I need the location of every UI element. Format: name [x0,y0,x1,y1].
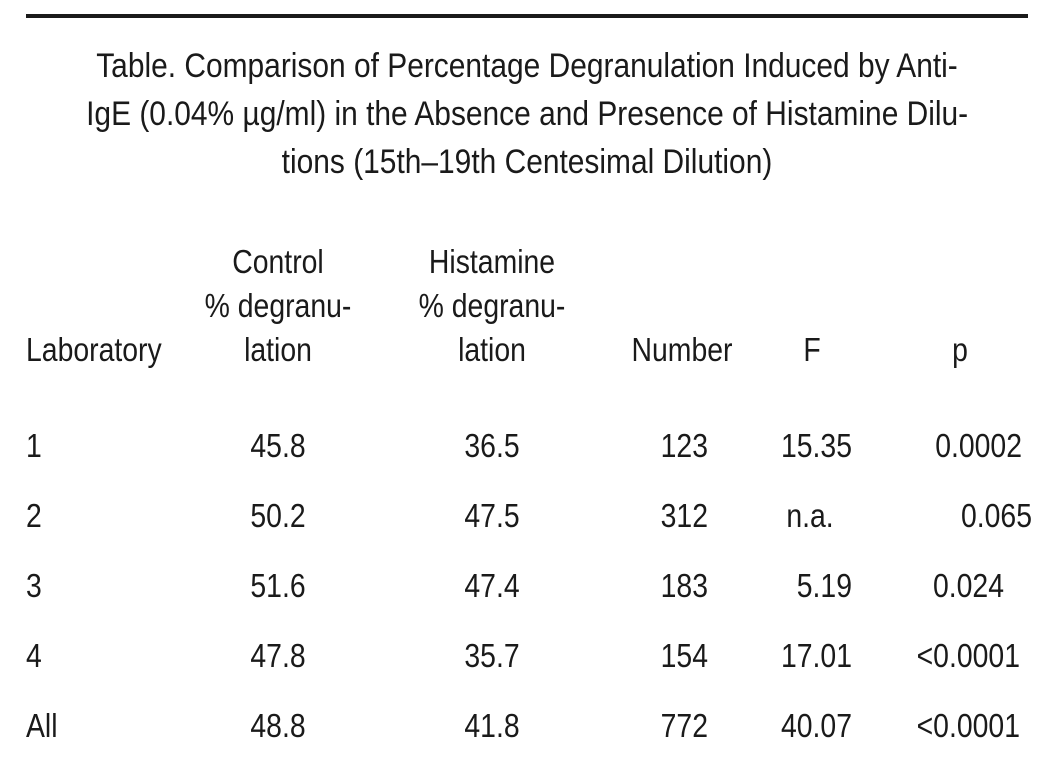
header-laboratory: Laboratory [26,331,162,368]
cell-p: <0.0001 [916,707,1020,744]
header-histamine-line: lation [458,331,526,368]
header-histamine: Histamine % degranu- lation [408,240,577,372]
header-p: p [952,331,968,368]
caption-line: tions (15th–19th Centesimal Dilution) [281,143,773,181]
cell-histamine: 47.5 [464,497,520,534]
header-control-line: lation [244,331,312,368]
cell-laboratory: 4 [26,637,42,674]
cell-histamine: 36.5 [464,427,520,464]
cell-laboratory: 2 [26,497,42,534]
cell-p: 0.065 [960,497,1032,534]
cell-control: 47.8 [250,637,306,674]
cell-control: 45.8 [250,427,306,464]
cell-number: 772 [660,707,708,744]
cell-laboratory: All [26,707,58,744]
header-control-line: % degranu- [204,287,352,324]
header-control: Control % degranu- lation [194,240,363,372]
table-caption: Table. Comparison of Percentage Degranul… [86,42,968,186]
cell-p: <0.0001 [916,637,1020,674]
cell-laboratory: 1 [26,427,42,464]
caption-line: IgE (0.04% µg/ml) in the Absence and Pre… [86,95,969,133]
cell-number: 312 [660,497,708,534]
header-histamine-line: % degranu- [418,287,566,324]
cell-f: 40.07 [780,707,852,744]
cell-histamine: 35.7 [464,637,520,674]
caption-line: Table. Comparison of Percentage Degranul… [96,47,958,85]
cell-f: 17.01 [780,637,852,674]
header-histamine-line: Histamine [428,243,556,280]
cell-number: 154 [660,637,708,674]
cell-control: 51.6 [250,567,306,604]
cell-laboratory: 3 [26,567,42,604]
cell-number: 123 [660,427,708,464]
header-number: Number [631,331,733,368]
cell-histamine: 47.4 [464,567,520,604]
cell-p: 0.0002 [935,427,1022,464]
cell-control: 50.2 [250,497,306,534]
cell-control: 48.8 [250,707,306,744]
top-rule [26,14,1028,18]
cell-p: 0.024 [932,567,1004,604]
cell-f: 5.19 [796,567,852,604]
cell-f: n.a. [786,497,834,534]
header-f: F [803,331,821,368]
cell-number: 183 [660,567,708,604]
header-control-line: Control [232,243,324,280]
cell-histamine: 41.8 [464,707,520,744]
cell-f: 15.35 [780,427,852,464]
